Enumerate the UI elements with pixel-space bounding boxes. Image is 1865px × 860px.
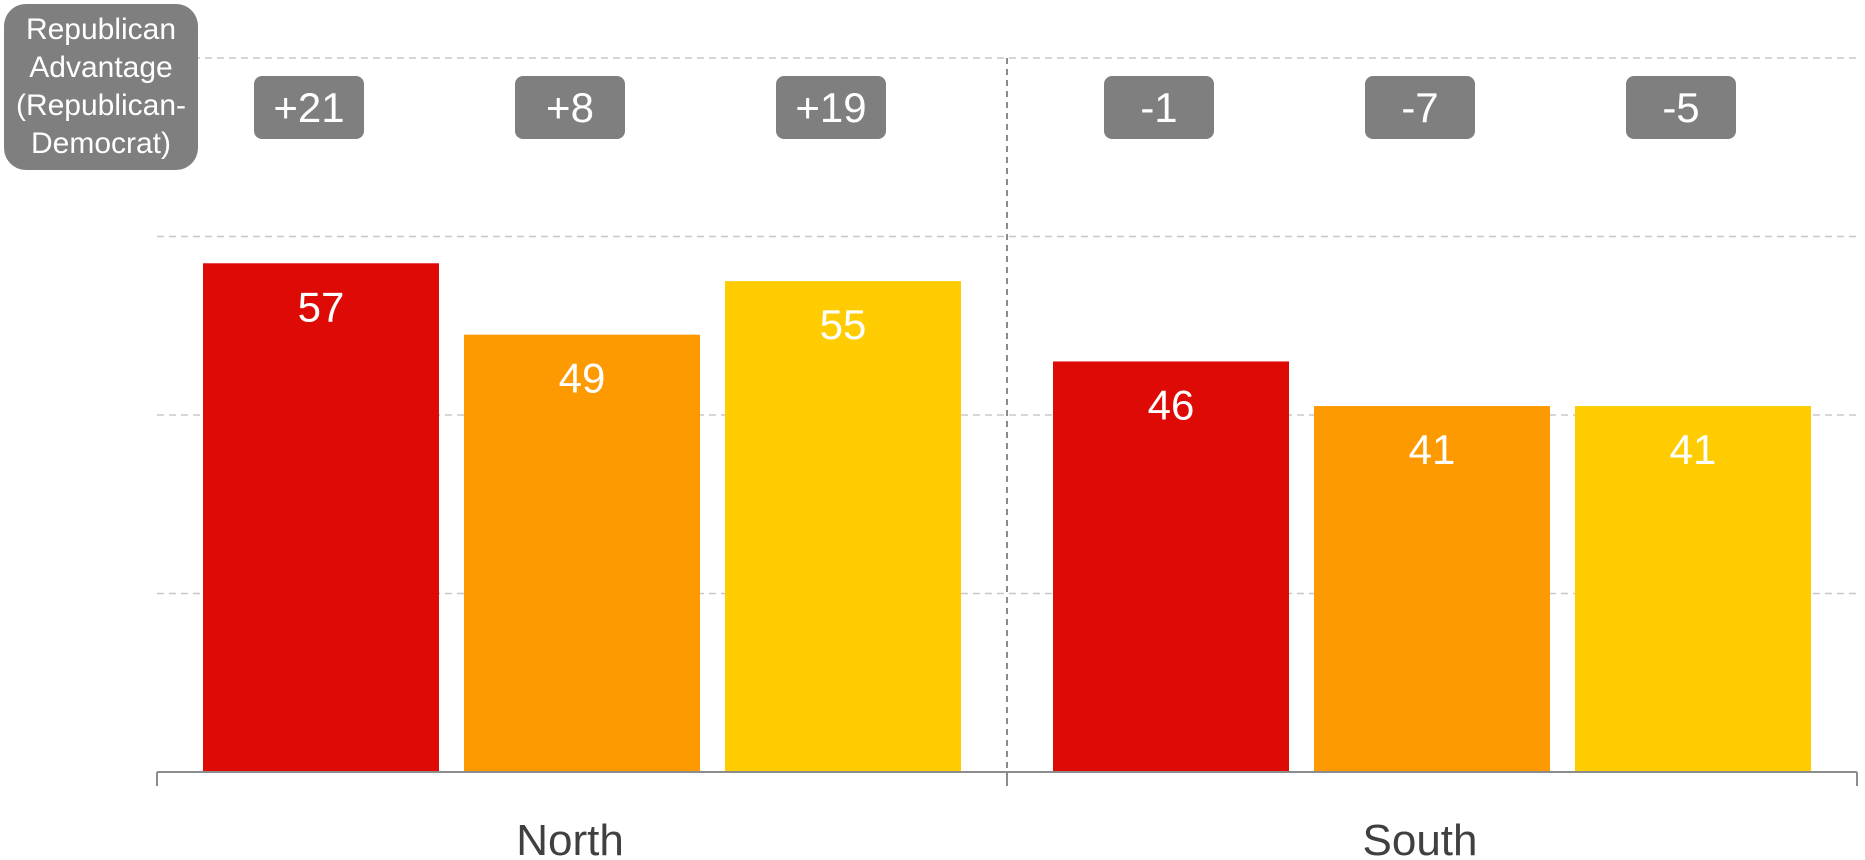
bar-north-2 xyxy=(464,334,700,772)
category-label-north: North xyxy=(516,816,624,860)
bar-value-label: 46 xyxy=(1148,381,1195,428)
bar-value-label: 55 xyxy=(820,301,867,348)
bar-value-label: 57 xyxy=(298,283,345,330)
advantage-label-box xyxy=(1104,76,1214,139)
advantage-label-box xyxy=(515,76,625,139)
republican-advantage-title: Republican Advantage (Republican- Democr… xyxy=(15,13,187,160)
advantage-label: -7 xyxy=(1401,84,1438,131)
advantage-label-box xyxy=(776,76,886,139)
bar-south-3 xyxy=(1575,406,1811,772)
advantage-label-box xyxy=(1626,76,1736,139)
advantage-label: -1 xyxy=(1140,84,1177,131)
republican-advantage-title-box: Republican Advantage (Republican- Democr… xyxy=(4,4,198,170)
advantage-label: +19 xyxy=(795,84,866,131)
advantage-label: +21 xyxy=(273,84,344,131)
bar-south-2 xyxy=(1314,406,1550,772)
bar-value-label: 41 xyxy=(1409,426,1456,473)
bar-north-3 xyxy=(725,281,961,772)
advantage-label: +8 xyxy=(546,84,594,131)
bar-value-label: 49 xyxy=(559,355,606,402)
bar-north-1 xyxy=(203,263,439,772)
advantage-label-box xyxy=(254,76,364,139)
advantage-label: -5 xyxy=(1662,84,1699,131)
category-label-south: South xyxy=(1363,816,1478,860)
bar-value-label: 41 xyxy=(1670,426,1717,473)
advantage-label-box xyxy=(1365,76,1475,139)
bar-south-1 xyxy=(1053,361,1289,772)
